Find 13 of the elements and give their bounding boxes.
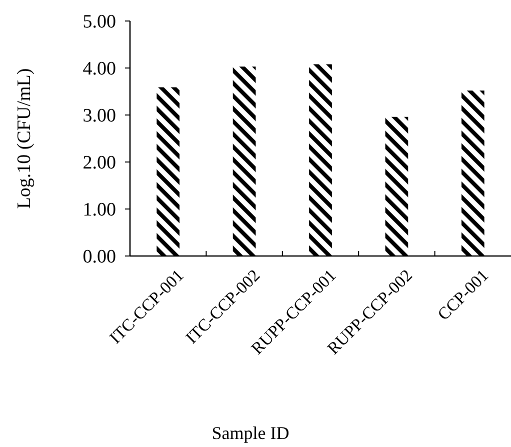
bar bbox=[385, 116, 408, 256]
x-axis-title: Sample ID bbox=[212, 423, 290, 443]
y-tick-label: 0.00 bbox=[82, 246, 116, 268]
y-axis-title: Log.10 (CFU/mL) bbox=[14, 68, 35, 209]
y-tick-label: 1.00 bbox=[82, 200, 116, 221]
bar bbox=[309, 64, 332, 256]
y-tick-label: 3.00 bbox=[82, 106, 116, 127]
y-tick-label: 2.00 bbox=[82, 152, 116, 174]
y-tick-label: 5.00 bbox=[82, 12, 116, 33]
bar bbox=[156, 87, 180, 256]
bar bbox=[461, 90, 484, 256]
bar bbox=[232, 66, 256, 256]
y-tick-label: 4.00 bbox=[82, 58, 116, 80]
